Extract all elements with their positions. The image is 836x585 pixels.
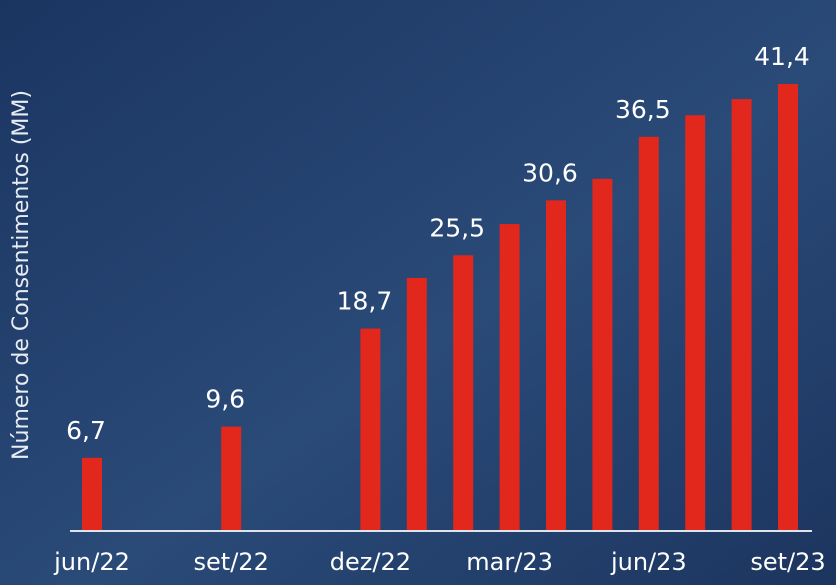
value-label: 25,5 (429, 213, 485, 242)
value-label: 36,5 (615, 95, 671, 124)
bar (546, 200, 566, 530)
x-tick-label: jun/22 (53, 548, 130, 576)
x-tick-label: jun/23 (610, 548, 687, 576)
bar (685, 115, 706, 530)
bar (82, 457, 102, 530)
bar (592, 178, 613, 530)
bar (406, 277, 427, 530)
bar (453, 255, 474, 530)
value-label: 9,6 (205, 385, 245, 414)
x-tick-label: dez/22 (330, 548, 411, 576)
bar (360, 328, 381, 530)
y-axis-title: Número de Consentimentos (MM) (9, 90, 34, 460)
value-label: 30,6 (522, 158, 578, 187)
x-tick-label: set/22 (194, 548, 269, 576)
x-tick-label: mar/23 (466, 548, 553, 576)
bar (221, 426, 242, 530)
value-label: 18,7 (337, 287, 393, 316)
value-label: 41,4 (754, 42, 810, 71)
bar (499, 224, 520, 530)
x-tick-label: set/23 (750, 548, 825, 576)
bar (778, 84, 798, 530)
value-label: 6,7 (66, 416, 106, 445)
bar (731, 99, 752, 530)
bar (638, 136, 659, 530)
